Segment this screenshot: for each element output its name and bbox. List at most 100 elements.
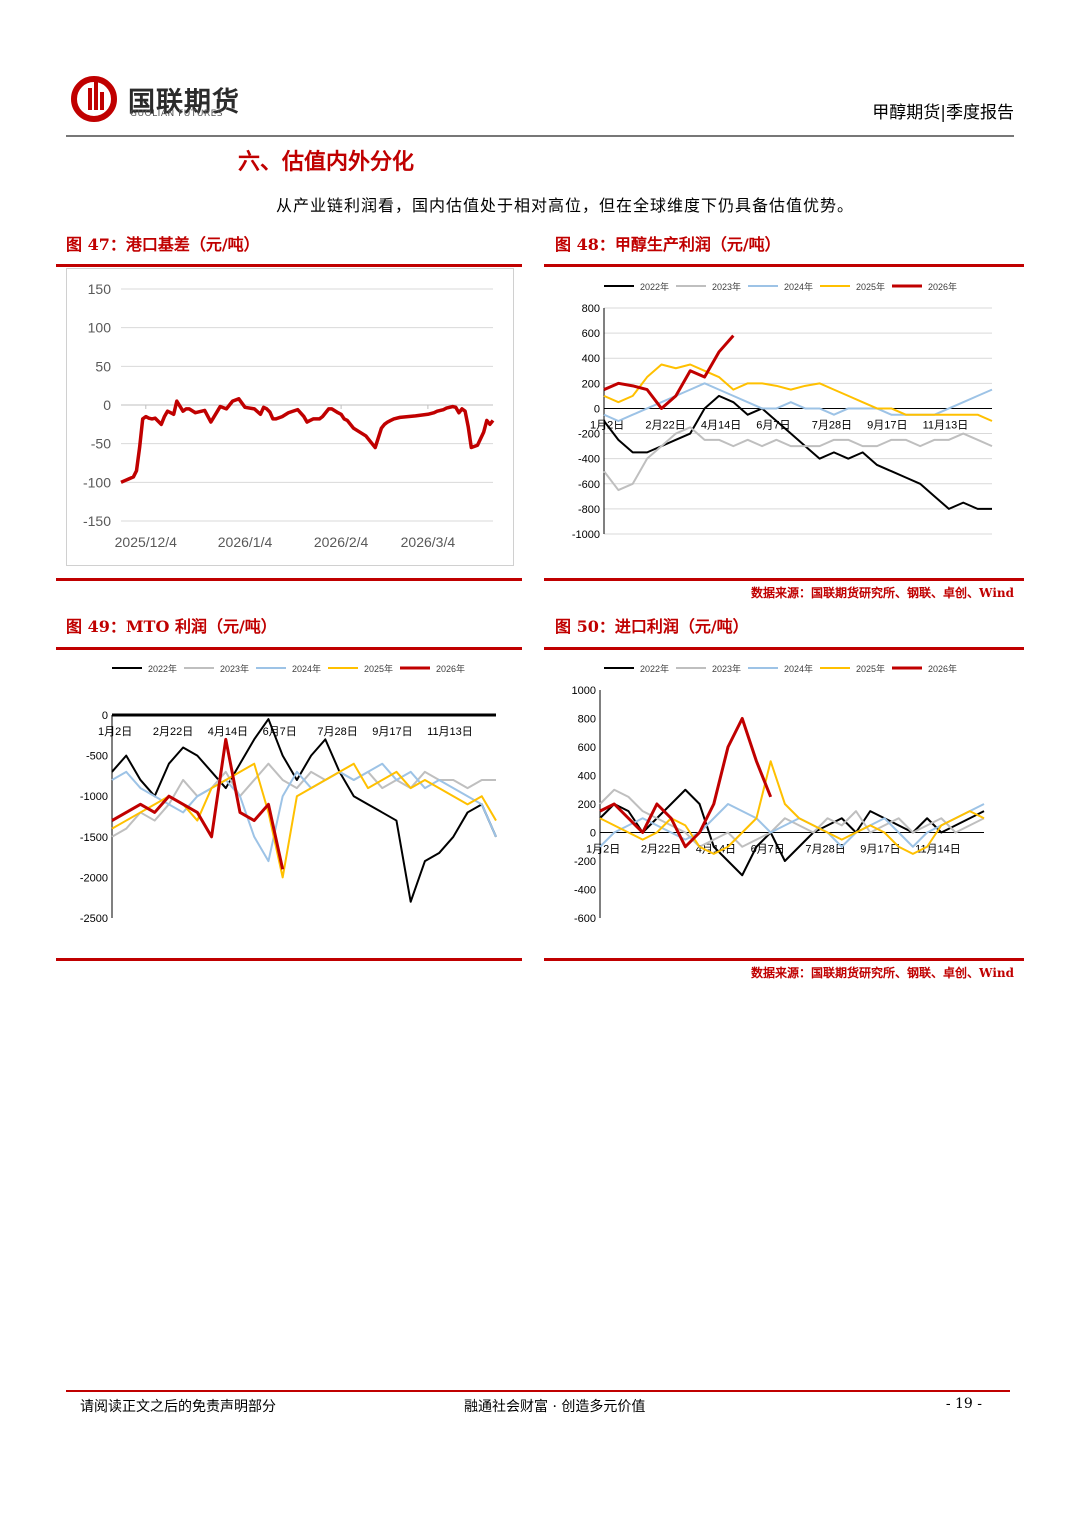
basis-y-tick: 50 [95, 358, 111, 374]
x-tick: 6月7日 [263, 726, 297, 738]
basis-y-tick: -50 [91, 436, 111, 452]
legend-label: 2024年 [784, 281, 813, 292]
y-tick: -1000 [572, 529, 600, 541]
x-tick: 9月17日 [372, 726, 412, 738]
legend-label: 2026年 [436, 663, 465, 674]
x-tick: 7月28日 [812, 419, 852, 431]
figure-47-title: 图 47：港口基差（元/吨） [66, 235, 260, 254]
y-tick: -2000 [80, 872, 108, 884]
series-line-2024年 [111, 762, 497, 863]
legend-label: 2023年 [220, 663, 249, 674]
section-intro: 从产业链利润看，国内估值处于相对高位，但在全球维度下仍具备估值优势。 [276, 196, 855, 215]
y-tick: 0 [594, 403, 600, 415]
basis-y-tick: 0 [103, 397, 111, 413]
series-line-2022年 [111, 718, 497, 903]
header-divider [66, 135, 1014, 137]
footer-slogan: 融通社会财富 · 创造多元价值 [464, 1399, 646, 1415]
legend-label: 2023年 [712, 281, 741, 292]
legend-label: 2024年 [784, 663, 813, 674]
x-tick: 11月13日 [427, 726, 473, 738]
x-tick: 2月22日 [641, 844, 681, 856]
y-tick: -600 [578, 479, 600, 491]
series-line-2026年 [603, 334, 735, 410]
footer-divider [66, 1390, 1010, 1392]
production-profit-chart: 2022年 2023年 2024年 2025年 2026年 800 600 400 200 0 -2… [572, 281, 993, 541]
y-tick: 400 [578, 771, 596, 783]
section-title: 六、估值内外分化 [238, 149, 415, 175]
data-source-1: 数据来源：国联期货研究所、钢联、卓创、Wind [751, 586, 1014, 600]
legend-label: 2022年 [148, 663, 177, 674]
series-line-2025年 [603, 363, 993, 422]
y-tick: 1000 [572, 685, 596, 697]
figure-47-bottom-rule [56, 578, 522, 581]
x-tick: 9月17日 [860, 844, 900, 856]
basis-x-tick: 2026/3/4 [401, 534, 456, 550]
basis-x-tick: 2026/1/4 [218, 534, 273, 550]
y-tick: 600 [578, 742, 596, 754]
figure-48-top-rule [544, 264, 1024, 267]
x-tick: 4月14日 [208, 726, 248, 738]
figure-49-top-rule [56, 647, 522, 650]
y-tick: -600 [574, 913, 596, 925]
y-tick: -2500 [80, 913, 108, 925]
y-tick: 0 [102, 710, 108, 722]
y-tick: 200 [582, 378, 600, 390]
y-tick: -800 [578, 504, 600, 516]
basis-y-tick: 100 [88, 320, 112, 336]
mto-profit-chart-frame: 2022年 2023年 2024年 2025年 2026年 0 -500 -1000 -1500… [56, 652, 522, 952]
y-tick: 800 [578, 714, 596, 726]
legend-label: 2026年 [928, 281, 957, 292]
y-tick: -500 [86, 751, 108, 763]
mto-profit-chart: 2022年 2023年 2024年 2025年 2026年 0 -500 -1000 -1500… [80, 663, 497, 925]
series-line-2025年 [599, 760, 985, 855]
legend-label: 2025年 [856, 281, 885, 292]
legend-label: 2025年 [364, 663, 393, 674]
figure-47-top-rule [56, 264, 522, 267]
x-tick: 2月22日 [153, 726, 193, 738]
figure-50-title: 图 50：进口利润（元/吨） [555, 617, 749, 636]
y-tick: -1500 [80, 832, 108, 844]
company-logo [70, 74, 270, 124]
series-line-2026年 [599, 717, 773, 849]
x-tick: 11月13日 [923, 419, 969, 431]
basis-y-tick: -150 [83, 513, 111, 529]
x-tick: 1月2日 [98, 726, 132, 738]
import-profit-chart-frame: 2022年 2023年 2024年 2025年 2026年 1000 800 600 400 20… [544, 652, 1024, 952]
legend-label: 2023年 [712, 663, 741, 674]
basis-y-tick: -100 [83, 474, 111, 490]
logo-mark-icon [71, 76, 117, 122]
series-line-2026年 [111, 737, 285, 870]
production-profit-chart-frame: 2022年 2023年 2024年 2025年 2026年 800 600 400 200 0 -2… [544, 270, 1024, 570]
y-tick: -1000 [80, 791, 108, 803]
logo-text-cn: 国联期货 [128, 87, 240, 118]
data-source-2: 数据来源：国联期货研究所、钢联、卓创、Wind [751, 966, 1014, 980]
legend-label: 2026年 [928, 663, 957, 674]
import-profit-chart: 2022年 2023年 2024年 2025年 2026年 1000 800 600 400 20… [572, 663, 985, 925]
page-number: - 19 - [945, 1396, 982, 1412]
x-tick: 6月7日 [751, 844, 785, 856]
figure-49-title: 图 49：MTO 利润（元/吨） [66, 617, 277, 636]
x-tick: 4月14日 [701, 419, 741, 431]
logo-text-en: GUOLIAN FUTURES [130, 109, 224, 119]
series-line-2022年 [603, 394, 992, 510]
series-line-2023年 [603, 426, 993, 492]
series-line-2023年 [111, 762, 496, 838]
basis-chart-frame: 150 100 50 0 -50 -100 -150 2025/12/4 2026/1/4 202… [66, 268, 514, 566]
legend-label: 2022年 [640, 281, 669, 292]
basis-y-tick: 150 [88, 281, 112, 297]
legend-label: 2024年 [292, 663, 321, 674]
footer-disclaimer: 请阅读正文之后的免责声明部分 [80, 1399, 276, 1415]
figure-49-bottom-rule [56, 958, 522, 961]
y-tick: 800 [582, 303, 600, 315]
x-tick: 9月17日 [867, 419, 907, 431]
figure-48-title: 图 48：甲醇生产利润（元/吨） [555, 235, 781, 254]
figure-50-bottom-rule [544, 958, 1024, 961]
y-tick: 200 [578, 799, 596, 811]
x-tick: 7月28日 [805, 844, 845, 856]
basis-x-tick: 2026/2/4 [314, 534, 369, 550]
x-tick: 2月22日 [645, 419, 685, 431]
legend-label: 2025年 [856, 663, 885, 674]
figure-48-bottom-rule [544, 578, 1024, 581]
y-tick: -200 [574, 856, 596, 868]
